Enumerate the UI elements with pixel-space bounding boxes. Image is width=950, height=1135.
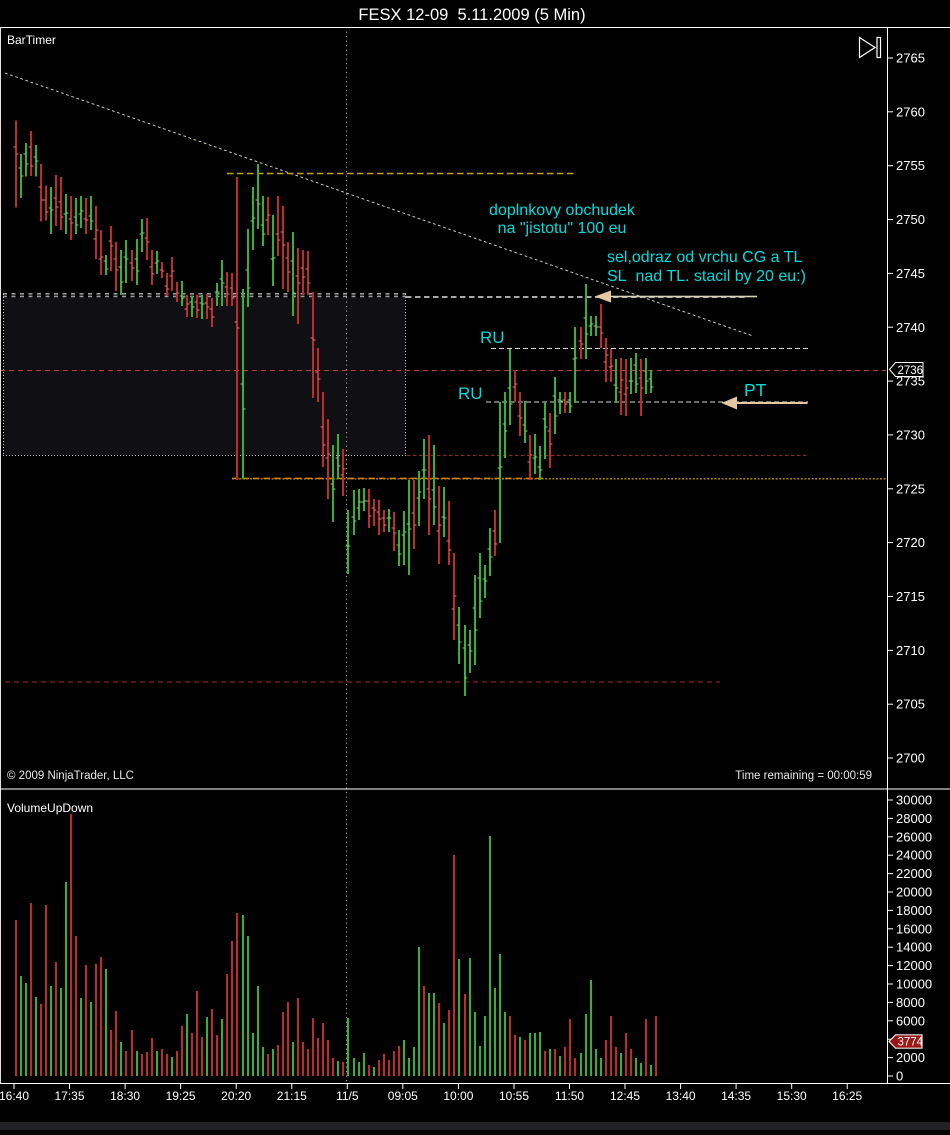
svg-text:BarTimer: BarTimer [7,33,56,47]
svg-text:2725: 2725 [896,481,925,496]
svg-text:2700: 2700 [896,751,925,766]
svg-text:17:35: 17:35 [54,1089,84,1103]
svg-text:2715: 2715 [896,589,925,604]
svg-text:24000: 24000 [896,848,932,863]
svg-text:11:50: 11:50 [555,1089,584,1103]
svg-text:2740: 2740 [896,320,925,335]
svg-text:21:15: 21:15 [277,1089,307,1103]
svg-text:2720: 2720 [896,535,925,550]
svg-text:15:30: 15:30 [777,1089,807,1103]
svg-text:10:00: 10:00 [443,1089,473,1103]
svg-text:13:40: 13:40 [666,1089,696,1103]
svg-text:Time remaining = 00:00:59: Time remaining = 00:00:59 [735,770,872,782]
svg-text:22000: 22000 [896,866,932,881]
svg-text:2730: 2730 [896,427,925,442]
svg-text:09:05: 09:05 [388,1089,418,1103]
svg-text:© 2009 NinjaTrader, LLC: © 2009 NinjaTrader, LLC [7,770,134,782]
svg-text:6000: 6000 [896,1013,925,1028]
svg-text:2710: 2710 [896,643,925,658]
svg-text:doplnkovy obchudek: doplnkovy obchudek [489,202,636,219]
svg-text:PT: PT [744,380,767,400]
svg-text:RU: RU [480,328,505,347]
svg-text:16:25: 16:25 [832,1089,862,1103]
svg-text:sel,odraz od vrchu CG a TL: sel,odraz od vrchu CG a TL [607,249,802,266]
svg-text:30000: 30000 [896,793,932,808]
svg-text:28000: 28000 [896,811,932,826]
svg-text:26000: 26000 [896,829,932,844]
svg-text:10:55: 10:55 [499,1089,529,1103]
svg-text:2000: 2000 [896,1050,925,1065]
svg-text:11/5: 11/5 [336,1089,359,1103]
svg-text:2760: 2760 [896,104,925,119]
svg-text:20000: 20000 [896,885,932,900]
svg-text:12:45: 12:45 [610,1089,640,1103]
svg-text:2765: 2765 [896,51,925,66]
svg-text:3774: 3774 [898,1037,924,1049]
svg-text:na "jistotu" 100 eu: na "jistotu" 100 eu [498,220,627,237]
svg-text:SL nad TL. stacil by 20 eu:): SL nad TL. stacil by 20 eu:) [607,268,806,285]
svg-text:2745: 2745 [896,266,925,281]
svg-text:16:40: 16:40 [0,1089,29,1103]
svg-text:RU: RU [458,384,483,403]
svg-text:FESX 12-09 5.11.2009 (5 Min): FESX 12-09 5.11.2009 (5 Min) [358,6,585,24]
svg-text:18000: 18000 [896,903,932,918]
svg-text:VolumeUpDown: VolumeUpDown [7,801,93,815]
svg-text:2735: 2735 [896,374,925,389]
svg-text:20:20: 20:20 [221,1089,251,1103]
svg-text:0: 0 [896,1069,903,1084]
svg-text:19:25: 19:25 [166,1089,196,1103]
svg-text:8000: 8000 [896,995,925,1010]
svg-text:18:30: 18:30 [110,1089,140,1103]
svg-text:14:35: 14:35 [721,1089,751,1103]
svg-text:12000: 12000 [896,958,932,973]
svg-text:16000: 16000 [896,921,932,936]
svg-text:2755: 2755 [896,158,925,173]
svg-text:2750: 2750 [896,212,925,227]
svg-text:14000: 14000 [896,940,932,955]
svg-text:2705: 2705 [896,697,925,712]
svg-text:10000: 10000 [896,977,932,992]
svg-text:2736: 2736 [898,365,924,377]
